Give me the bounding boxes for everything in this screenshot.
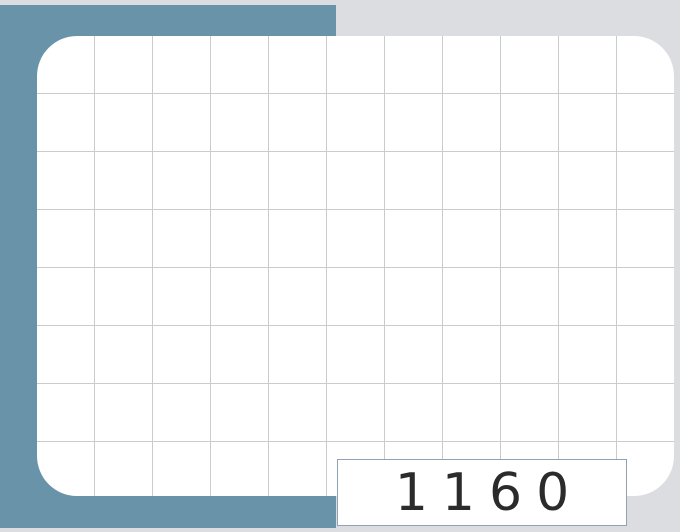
counter-value: 1160 bbox=[394, 462, 584, 523]
counter-display: 1160 bbox=[337, 459, 627, 526]
grid-canvas[interactable] bbox=[37, 36, 674, 496]
